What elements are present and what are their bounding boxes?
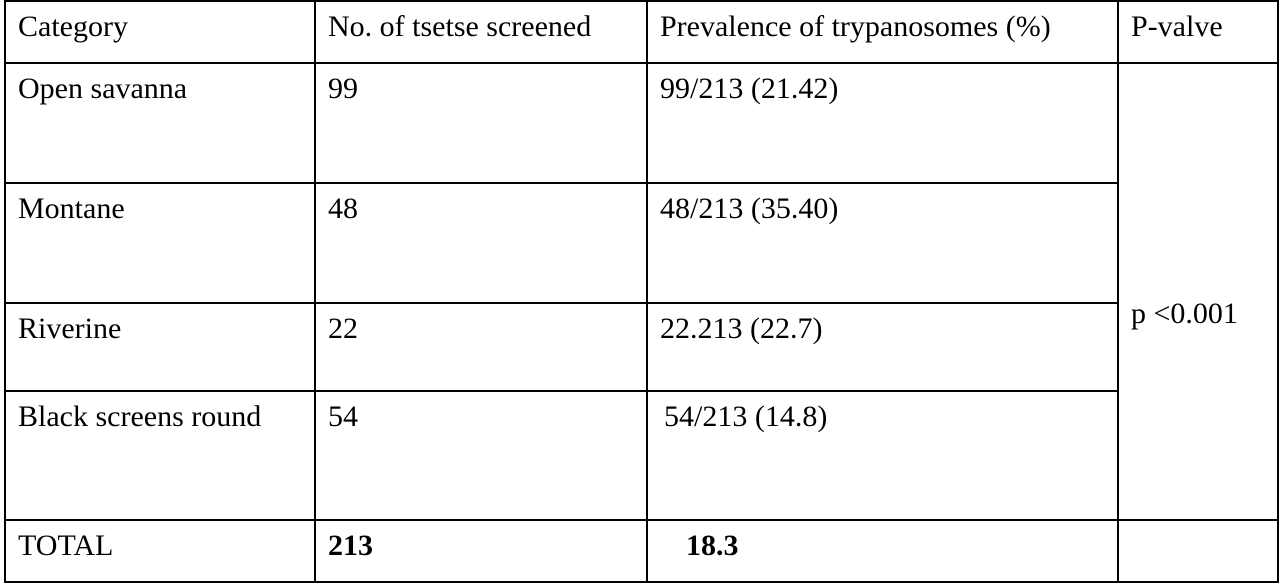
p-value-cell: p <0.001	[1117, 62, 1279, 521]
table-row: Black screens round 54 54/213 (14.8)	[4, 390, 1278, 521]
header-category: Category	[4, 0, 316, 64]
header-prevalence: Prevalence of trypanosomes (%)	[646, 0, 1119, 64]
table-row: Open savanna 99 99/213 (21.42) p <0.001	[4, 62, 1279, 521]
total-row: TOTAL 213 18.3	[4, 519, 1279, 583]
screened-cell: 99	[314, 62, 648, 184]
header-row: Category No. of tsetse screened Prevalen…	[4, 0, 1279, 64]
total-prevalence: 18.3	[646, 519, 1119, 583]
category-cell: Black screens round	[4, 390, 316, 521]
header-p-value: P-valve	[1117, 0, 1279, 64]
table-row: Montane 48 48/213 (35.40)	[4, 182, 1278, 304]
category-cell: Riverine	[4, 302, 316, 392]
prevalence-cell: 22.213 (22.7)	[646, 302, 1119, 392]
screened-cell: 54	[314, 390, 648, 521]
prevalence-cell: 48/213 (35.40)	[646, 182, 1119, 304]
screened-cell: 48	[314, 182, 648, 304]
screened-cell: 22	[314, 302, 648, 392]
prevalence-cell: 54/213 (14.8)	[646, 390, 1119, 521]
total-p-value-cell	[1117, 519, 1279, 583]
category-cell: Montane	[4, 182, 316, 304]
header-screened: No. of tsetse screened	[314, 0, 648, 64]
prevalence-cell: 99/213 (21.42)	[646, 62, 1119, 184]
total-screened: 213	[314, 519, 648, 583]
table-row: Riverine 22 22.213 (22.7)	[4, 302, 1278, 392]
total-label: TOTAL	[4, 519, 316, 583]
prevalence-table: Category No. of tsetse screened Prevalen…	[4, 0, 1279, 583]
category-cell: Open savanna	[4, 62, 316, 184]
